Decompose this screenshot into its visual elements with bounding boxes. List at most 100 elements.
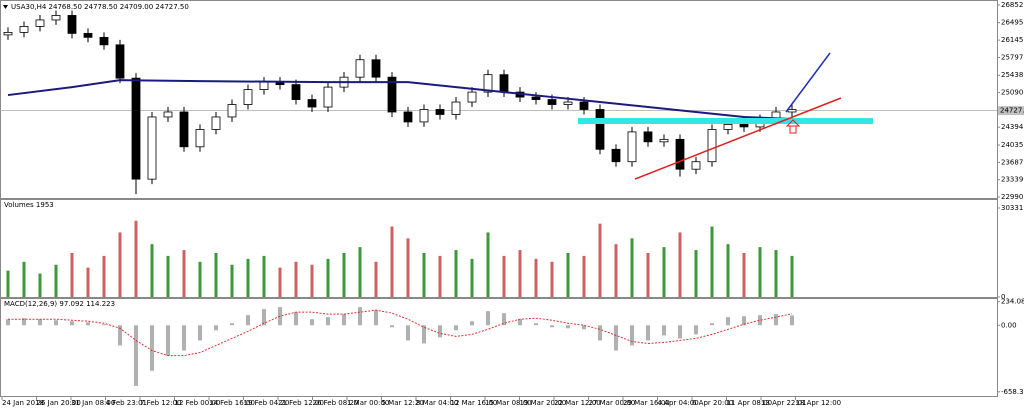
macd-bar	[726, 317, 730, 326]
volume-bar	[390, 226, 394, 297]
x-tick-label: 12 Mar 16:00	[451, 399, 498, 407]
volume-bar	[550, 261, 554, 297]
volume-bar	[614, 244, 618, 297]
x-tick-label: 27 Mar 00:00	[589, 399, 636, 407]
y-tick-label: 24394.00	[1001, 123, 1024, 131]
x-tick-label: 18 Apr 12:00	[796, 399, 842, 407]
macd-bar	[118, 325, 122, 346]
volume-bar	[310, 264, 314, 297]
candle-body	[467, 91, 477, 103]
candle-body	[259, 81, 269, 90]
macd-bar	[102, 324, 106, 326]
macd-title: MACD(12,26,9) 97.092 114.223	[4, 300, 115, 308]
candle-body	[163, 111, 173, 118]
x-tick-label: 29 Mar 16:00	[623, 399, 670, 407]
candle-body	[611, 148, 621, 163]
y-tick-label: 25438.45	[1001, 71, 1024, 79]
candle-body	[307, 99, 317, 108]
candle-body	[3, 31, 13, 36]
volume-bar	[38, 273, 42, 297]
candle-body	[547, 99, 557, 105]
candle-body	[291, 84, 301, 100]
macd-bar	[438, 325, 442, 338]
candle-body	[355, 59, 365, 78]
y-tick-label: 26495.00	[1001, 19, 1024, 27]
macd-bar	[502, 313, 506, 326]
candle-body	[675, 138, 685, 170]
candle-body	[531, 96, 541, 100]
macd-bar	[374, 310, 378, 326]
volume-title: Volumes 1953	[4, 201, 54, 209]
volume-bar	[486, 232, 490, 297]
volume-bar	[742, 252, 746, 297]
candle-body	[451, 101, 461, 115]
macd-bar	[470, 321, 474, 326]
volume-bar	[150, 244, 154, 297]
macd-bar	[534, 323, 538, 326]
volume-bar	[790, 255, 794, 297]
candle-body	[211, 116, 221, 130]
volume-bar	[582, 255, 586, 297]
chart-title: USA30,H4 24768.50 24778.50 24709.00 2472…	[11, 3, 189, 11]
y-tick-label: -658.322	[1001, 388, 1024, 396]
volume-bar	[134, 220, 138, 297]
macd-bar	[582, 325, 586, 330]
volume-bar	[710, 226, 714, 297]
x-tick-label: 21 Feb 12:00	[278, 399, 324, 407]
volume-bar	[662, 247, 666, 297]
macd-bar	[422, 325, 426, 344]
macd-bar	[710, 323, 714, 326]
macd-bar	[6, 319, 10, 326]
projection-line	[785, 52, 831, 113]
candle-body	[83, 32, 93, 38]
volume-bar	[630, 238, 634, 297]
volume-bar	[358, 247, 362, 297]
y-tick-label: 26145.30	[1001, 36, 1024, 44]
x-tick-label: 4 Feb 23:01	[106, 399, 147, 407]
candle-body	[579, 101, 589, 110]
x-tick-label: 12 Feb 00:00	[175, 399, 221, 407]
x-tick-label: 7 Feb 12:00	[140, 399, 181, 407]
x-tick-label: 1 Mar 00:00	[347, 399, 389, 407]
x-tick-label: 8 Mar 04:00	[416, 399, 458, 407]
x-tick-label: 22 Mar 12:00	[554, 399, 601, 407]
y-tick-label: 30331	[1001, 204, 1023, 212]
x-tick-label: 11 Apr 08:00	[727, 399, 773, 407]
macd-bar	[166, 325, 170, 356]
volume-bar	[598, 223, 602, 297]
macd-bar	[326, 317, 330, 326]
volume-bar	[342, 252, 346, 297]
candle-body	[195, 128, 205, 148]
volume-bar	[326, 258, 330, 297]
volume-bar	[294, 261, 298, 297]
y-tick-label: 25797.00	[1001, 53, 1024, 61]
y-tick-label: 25090.00	[1001, 89, 1024, 97]
volume-bar	[726, 244, 730, 297]
macd-bar	[342, 314, 346, 326]
candle-body	[323, 86, 333, 108]
candle-body	[35, 19, 45, 27]
y-tick-label: 22990.80	[1001, 193, 1024, 201]
y-tick-label: 0	[1001, 293, 1005, 301]
candle-body	[659, 138, 669, 143]
y-tick-label: 234.088	[1001, 298, 1024, 306]
volume-bar	[534, 258, 538, 297]
macd-bar	[294, 312, 298, 326]
candle-body	[691, 161, 701, 170]
volume-bar	[118, 232, 122, 297]
macd-bar	[566, 325, 570, 329]
volume-panel	[0, 199, 998, 298]
macd-bar	[518, 319, 522, 326]
macd-bar	[614, 325, 618, 351]
candle-body	[739, 124, 749, 128]
macd-bar	[774, 314, 778, 326]
macd-bar	[134, 325, 138, 386]
macd-bar	[150, 325, 154, 371]
volume-bar	[182, 250, 186, 297]
volume-bar	[70, 252, 74, 297]
macd-bar	[70, 321, 74, 326]
candle-body	[627, 131, 637, 163]
volume-bar	[774, 250, 778, 297]
